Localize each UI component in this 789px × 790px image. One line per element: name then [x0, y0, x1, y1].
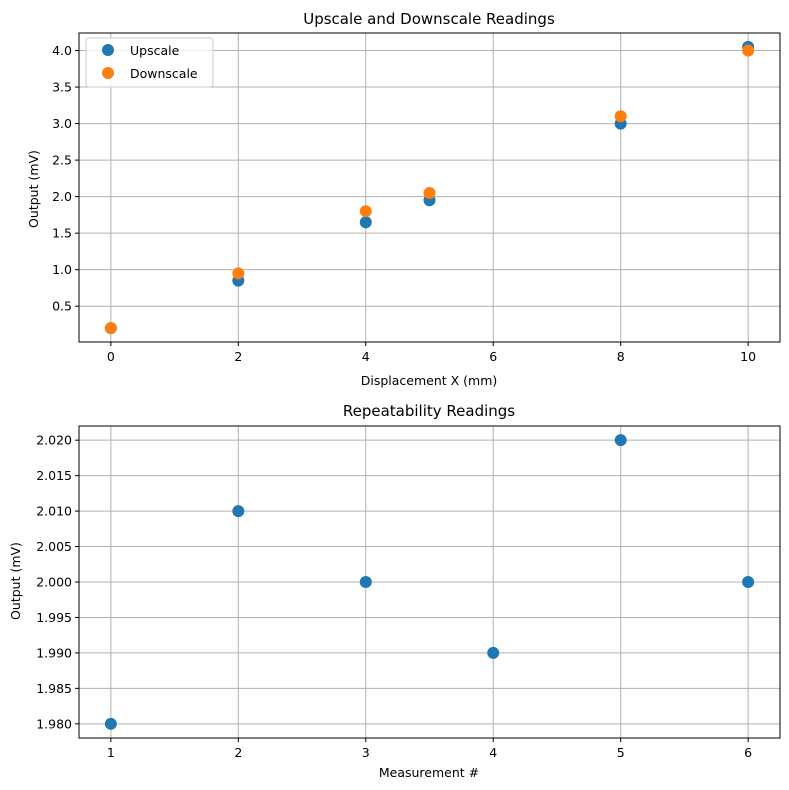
point-downscale — [423, 186, 436, 199]
x-tick-label: 1 — [107, 745, 115, 760]
y-tick-label: 2.0 — [52, 189, 72, 204]
y-tick-label: 1.995 — [36, 610, 72, 625]
x-tick-label: 4 — [489, 745, 497, 760]
point-downscale — [742, 44, 755, 57]
chart-title: Repeatability Readings — [343, 402, 515, 420]
point-downscale — [232, 267, 245, 280]
y-tick-label: 1.980 — [36, 716, 72, 731]
point-repeatability — [232, 505, 245, 518]
plot-frame — [78, 32, 781, 343]
x-tick-label: 10 — [740, 349, 756, 364]
y-tick-label: 2.015 — [36, 468, 72, 483]
point-downscale — [614, 110, 627, 123]
point-downscale — [359, 205, 372, 218]
x-tick-label: 6 — [744, 745, 752, 760]
legend-marker-upscale — [102, 44, 114, 56]
y-tick-label: 4.0 — [52, 43, 72, 58]
ticks: 1 2 3 4 5 6 1.980 1.985 1.990 1.995 2.000 2.005 2.01… — [36, 433, 752, 760]
legend-box — [85, 37, 214, 88]
x-tick-label: 5 — [617, 745, 625, 760]
y-tick-label: 1.985 — [36, 681, 72, 696]
grid — [79, 426, 780, 738]
legend-label-downscale: Downscale — [130, 66, 198, 81]
point-repeatability — [487, 646, 500, 659]
y-tick-label: 1.0 — [52, 262, 72, 277]
legend-label-upscale: Upscale — [130, 43, 180, 58]
x-tick-label: 2 — [234, 745, 242, 760]
x-tick-label: 6 — [489, 349, 497, 364]
grid — [79, 33, 780, 342]
legend-marker-downscale — [102, 67, 114, 79]
x-axis-label: Measurement # — [379, 765, 479, 780]
data-points — [104, 40, 755, 335]
plot-frame — [78, 425, 781, 739]
x-axis-label: Displacement X (mm) — [361, 373, 498, 388]
legend: Upscale Downscale — [85, 37, 214, 88]
y-tick-label: 0.5 — [52, 299, 72, 314]
upscale-downscale-chart: Upscale and Downscale Readings Displacem… — [26, 10, 781, 388]
y-tick-label: 3.0 — [52, 116, 72, 131]
x-tick-label: 3 — [362, 745, 370, 760]
chart-title: Upscale and Downscale Readings — [303, 10, 555, 28]
y-tick-label: 2.000 — [36, 575, 72, 590]
y-axis-label: Output (mV) — [8, 542, 23, 620]
point-repeatability — [104, 717, 117, 730]
ticks: 0 2 4 6 8 10 0.5 1.0 1.5 2.0 2.5 3.0 3.5 4.0 — [52, 43, 756, 364]
y-tick-label: 2.5 — [52, 153, 72, 168]
repeatability-chart: Repeatability Readings Measurement # Out… — [8, 402, 781, 780]
point-downscale — [104, 322, 117, 335]
point-repeatability — [614, 434, 627, 447]
data-points — [104, 434, 755, 730]
x-tick-label: 4 — [362, 349, 370, 364]
x-tick-label: 2 — [234, 349, 242, 364]
point-upscale — [359, 216, 372, 229]
x-tick-label: 0 — [107, 349, 115, 364]
y-tick-label: 1.5 — [52, 226, 72, 241]
y-tick-label: 1.990 — [36, 645, 72, 660]
y-tick-label: 2.010 — [36, 504, 72, 519]
y-tick-label: 3.5 — [52, 80, 72, 95]
point-repeatability — [742, 576, 755, 588]
point-repeatability — [359, 576, 372, 588]
y-tick-label: 2.020 — [36, 433, 72, 448]
y-tick-label: 2.005 — [36, 539, 72, 554]
x-tick-label: 8 — [617, 349, 625, 364]
y-axis-label: Output (mV) — [26, 150, 41, 228]
